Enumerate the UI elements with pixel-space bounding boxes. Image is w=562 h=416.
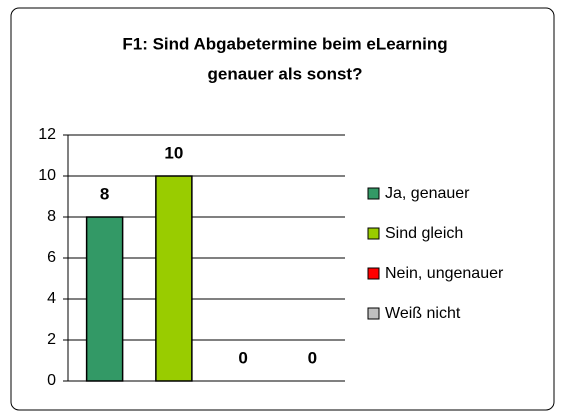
y-tick-label: 4 [47,290,56,307]
y-tick-label: 2 [47,331,56,348]
chart-title: genauer als sonst? [208,64,363,83]
y-tick-label: 8 [47,208,56,225]
data-label: 0 [238,348,247,367]
y-tick-label: 10 [38,167,56,184]
legend-swatch [367,307,380,320]
y-tick-label: 12 [38,126,56,143]
legend-label: Weiß nicht [385,305,461,322]
legend-label: Ja, genauer [385,185,470,202]
y-tick-label: 6 [47,249,56,266]
legend-swatch [367,267,380,280]
legend-swatch [367,187,380,200]
bar [155,175,193,382]
legend-label: Sind gleich [385,225,463,242]
data-label: 8 [100,184,109,203]
legend-swatch [367,227,380,240]
chart-title: F1: Sind Abgabetermine beim eLearning [122,34,447,53]
legend-label: Nein, ungenauer [385,265,504,282]
bar [85,216,124,382]
chart-border [10,7,555,411]
data-label: 10 [164,143,183,162]
data-label: 0 [308,348,317,367]
y-tick-label: 0 [47,372,56,389]
